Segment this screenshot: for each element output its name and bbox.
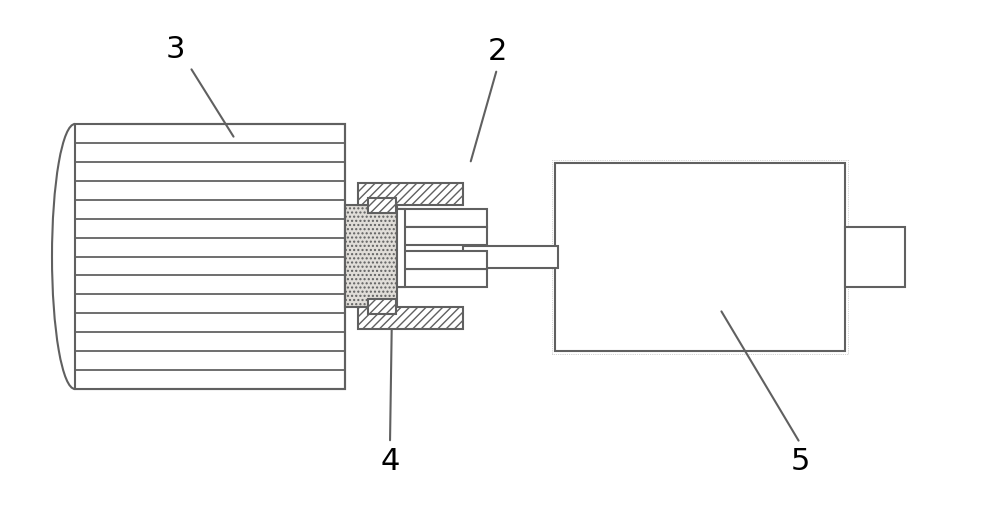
Ellipse shape [52, 124, 98, 389]
Bar [397, 269, 487, 287]
Bar [368, 198, 396, 213]
Text: 2: 2 [487, 37, 507, 66]
Bar [75, 124, 345, 389]
Bar [345, 205, 397, 307]
Bar [397, 209, 405, 287]
Bar [75, 124, 345, 389]
Text: 5: 5 [790, 446, 810, 475]
Bar [845, 227, 905, 287]
Bar [397, 251, 487, 269]
Text: 4: 4 [380, 446, 400, 475]
Bar [75, 122, 100, 389]
Bar [552, 160, 848, 354]
Text: 3: 3 [165, 34, 185, 63]
Bar [555, 163, 845, 351]
Bar [358, 183, 463, 205]
Bar [358, 307, 463, 329]
Bar [397, 209, 487, 227]
Bar [397, 227, 487, 245]
Bar [368, 299, 396, 314]
Bar [463, 246, 558, 268]
